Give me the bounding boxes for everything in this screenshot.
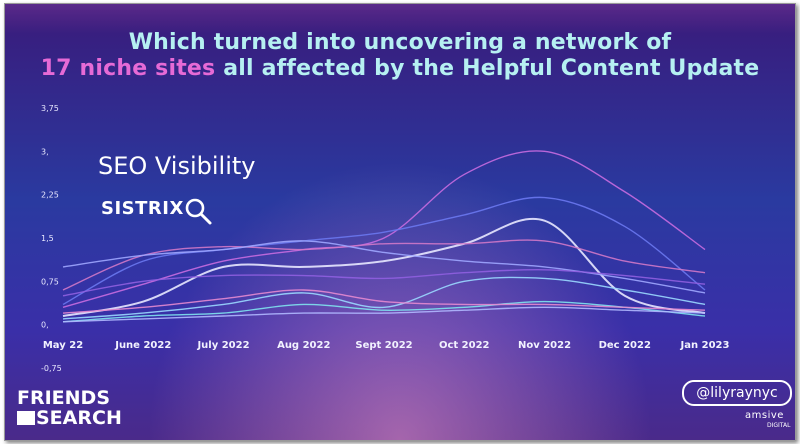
y-tick-label: 0,75 <box>41 277 59 286</box>
speaker-handle: @lilyraynyc <box>682 380 792 406</box>
x-tick-label: May 22 <box>43 340 83 351</box>
series-line-8 <box>62 300 706 323</box>
series-line-10 <box>62 306 706 323</box>
chart-overlay-label: SEO Visibility <box>98 152 256 180</box>
x-tick-label: Dec 2022 <box>599 340 651 351</box>
series-line-1 <box>62 150 706 309</box>
company-logo-sub: DIGITAL <box>767 422 791 429</box>
slide-frame: Which turned into uncovering a network o… <box>4 3 796 441</box>
x-tick-label: June 2022 <box>114 340 171 351</box>
company-logo: amsive <box>745 410 784 421</box>
x-tick-label: Nov 2022 <box>518 340 571 351</box>
y-tick-label: 3,75 <box>41 104 59 113</box>
x-tick-label: Jan 2023 <box>680 340 730 351</box>
logo-line-1: FRIENDS <box>17 387 111 409</box>
series-line-4 <box>62 239 706 291</box>
series-line-3 <box>62 218 706 317</box>
x-tick-label: Oct 2022 <box>439 340 490 351</box>
series-line-5 <box>62 240 706 294</box>
y-tick-label: 1,5 <box>41 234 54 243</box>
y-tick-label: 3, <box>41 147 49 156</box>
friends-of-search-logo: FRIENDS SEARCH <box>17 388 122 428</box>
title-rest: all affected by the Helpful Content Upda… <box>215 56 760 81</box>
logo-line-2: SEARCH <box>36 407 122 429</box>
x-tick-label: Aug 2022 <box>277 340 330 351</box>
slide-title-line-2: 17 niche sites all affected by the Helpf… <box>5 56 795 81</box>
series-line-6 <box>62 269 706 297</box>
x-tick-label: July 2022 <box>196 340 249 351</box>
logo-box-icon <box>17 411 35 425</box>
series-line-7 <box>62 276 706 320</box>
y-tick-label: -0,75 <box>41 364 62 373</box>
slide-title-line-1: Which turned into uncovering a network o… <box>128 30 672 55</box>
series-line-2 <box>62 196 706 306</box>
sistrix-logo-text: SISTRIX <box>101 198 184 219</box>
title-highlight: 17 niche sites <box>40 56 216 81</box>
magnifier-icon <box>185 198 212 225</box>
y-tick-label: 2,25 <box>41 191 59 200</box>
y-tick-label: 0, <box>41 321 49 330</box>
seo-visibility-chart: 3,75 3, 2,25 1,5 0,75 0, -0,75 May 22 June 2022 J… <box>41 104 730 373</box>
series-line-9 <box>62 289 706 314</box>
x-tick-label: Sept 2022 <box>355 340 412 351</box>
